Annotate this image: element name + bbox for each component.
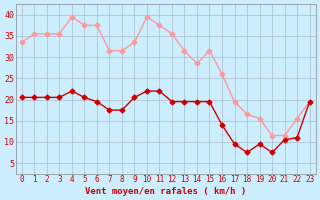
X-axis label: Vent moyen/en rafales ( km/h ): Vent moyen/en rafales ( km/h ) <box>85 187 246 196</box>
